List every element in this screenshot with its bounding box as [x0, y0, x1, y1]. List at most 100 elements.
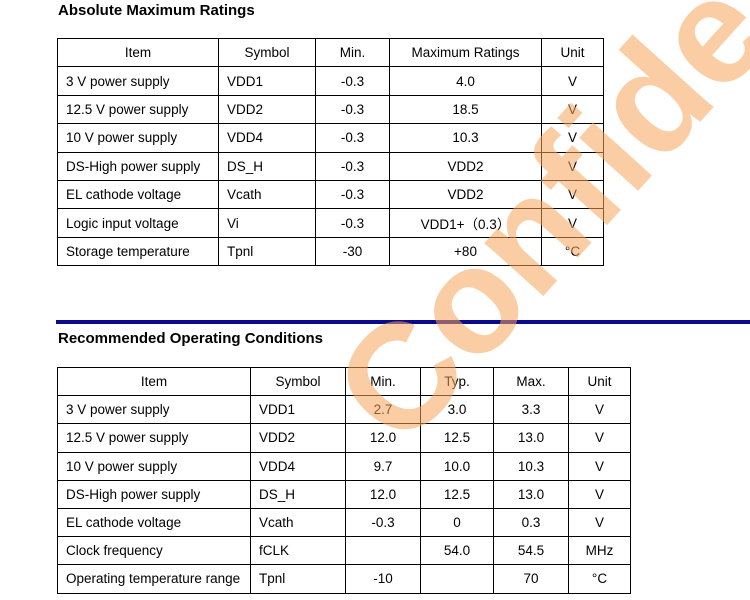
table-row: 10 V power supply VDD4 9.7 10.0 10.3 V [57, 451, 631, 481]
table-cell: VDD4 [218, 123, 316, 153]
table-cell: V [568, 507, 631, 538]
table-cell: -0.3 [345, 507, 421, 538]
table-row: 12.5 V power supply VDD2 -0.3 18.5 V [57, 94, 604, 125]
header-unit: Unit [568, 366, 631, 397]
table-cell: °C [541, 236, 604, 267]
table-cell: Tpnl [250, 564, 346, 594]
table-cell: MHz [568, 536, 631, 566]
table-cell: -0.3 [315, 94, 390, 125]
header-typ: Typ. [420, 366, 494, 397]
table-cell: Vcath [250, 507, 346, 538]
table-cell: 13.0 [493, 423, 569, 453]
table-cell: DS_H [218, 151, 316, 181]
table-cell: 13.0 [493, 479, 569, 509]
table-cell: Vi [218, 208, 316, 238]
table-row: 3 V power supply VDD1 -0.3 4.0 V [57, 66, 604, 96]
table-cell: V [541, 151, 604, 181]
table-cell: DS_H [250, 479, 346, 509]
table-cell: °C [568, 564, 631, 594]
table-cell: VDD4 [250, 451, 346, 481]
table-row: Clock frequency fCLK 54.0 54.5 MHz [57, 536, 631, 566]
table-cell: DS-High power supply [57, 151, 219, 181]
table-cell: 10 V power supply [57, 123, 219, 153]
table-cell: V [541, 179, 604, 210]
section-divider [56, 320, 750, 324]
table-cell: 12.5 [420, 423, 494, 453]
table-cell: V [568, 423, 631, 453]
table-cell: V [541, 208, 604, 238]
recommended-operating-conditions-title: Recommended Operating Conditions [58, 330, 324, 347]
table-cell: 4.0 [389, 66, 542, 96]
table-row: EL cathode voltage Vcath -0.3 0 0.3 V [57, 507, 631, 538]
table-cell: -0.3 [315, 208, 390, 238]
table-cell: -0.3 [315, 151, 390, 181]
table-cell [345, 536, 421, 566]
table-cell: 10 V power supply [57, 451, 251, 481]
table-cell: 12.0 [345, 479, 421, 509]
table-row: EL cathode voltage Vcath -0.3 VDD2 V [57, 179, 604, 210]
table-cell: VDD1 [218, 66, 316, 96]
table-cell: 3 V power supply [57, 66, 219, 96]
table-row: Storage temperature Tpnl -30 +80 °C [57, 236, 604, 267]
table-cell: 0 [420, 507, 494, 538]
table-cell: 12.0 [345, 423, 421, 453]
table-cell: Storage temperature [57, 236, 219, 267]
table-cell: Vcath [218, 179, 316, 210]
table-cell: 70 [493, 564, 569, 594]
table-cell: VDD2 [389, 179, 542, 210]
table-cell: Logic input voltage [57, 208, 219, 238]
table-cell: Operating temperature range [57, 564, 251, 594]
absolute-maximum-ratings-table: Item Symbol Min. Maximum Ratings Unit 3 … [57, 37, 604, 267]
recommended-operating-conditions-table: Item Symbol Min. Typ. Max. Unit 3 V powe… [57, 366, 631, 594]
table-row: DS-High power supply DS_H -0.3 VDD2 V [57, 151, 604, 181]
table-cell: 12.5 V power supply [57, 94, 219, 125]
header-min: Min. [315, 37, 390, 68]
header-unit: Unit [541, 37, 604, 68]
table-cell: 3.3 [493, 395, 569, 425]
table-cell: +80 [389, 236, 542, 267]
table-cell: -10 [345, 564, 421, 594]
table-cell: V [541, 66, 604, 96]
header-symbol: Symbol [218, 37, 316, 68]
header-item: Item [57, 37, 219, 68]
absolute-maximum-ratings-title: Absolute Maximum Ratings [58, 2, 255, 19]
table-row: 10 V power supply VDD4 -0.3 10.3 V [57, 123, 604, 153]
table-header-row: Item Symbol Min. Typ. Max. Unit [57, 366, 631, 397]
table-cell: EL cathode voltage [57, 507, 251, 538]
table-cell: 3 V power supply [57, 395, 251, 425]
table-row: 3 V power supply VDD1 2.7 3.0 3.3 V [57, 395, 631, 425]
table-row: DS-High power supply DS_H 12.0 12.5 13.0 V [57, 479, 631, 509]
header-item: Item [57, 366, 251, 397]
table-cell: V [568, 395, 631, 425]
table-cell: 10.3 [389, 123, 542, 153]
table-cell: 18.5 [389, 94, 542, 125]
table-cell: VDD2 [250, 423, 346, 453]
table-cell: 12.5 V power supply [57, 423, 251, 453]
table-row: Logic input voltage Vi -0.3 VDD1+（0.3） V [57, 208, 604, 238]
table-row: 12.5 V power supply VDD2 12.0 12.5 13.0 V [57, 423, 631, 453]
table-cell: VDD2 [389, 151, 542, 181]
table-cell: fCLK [250, 536, 346, 566]
table-cell: Clock frequency [57, 536, 251, 566]
table-cell: -0.3 [315, 179, 390, 210]
header-min: Min. [345, 366, 421, 397]
header-symbol: Symbol [250, 366, 346, 397]
table-cell: 9.7 [345, 451, 421, 481]
table-row: Operating temperature range Tpnl -10 70 °C [57, 564, 631, 594]
table-cell: DS-High power supply [57, 479, 251, 509]
table-cell: 54.0 [420, 536, 494, 566]
table-cell: -0.3 [315, 123, 390, 153]
table-cell: V [541, 94, 604, 125]
table-cell: Tpnl [218, 236, 316, 267]
table-cell: 10.0 [420, 451, 494, 481]
table-cell: 10.3 [493, 451, 569, 481]
table-cell: V [568, 451, 631, 481]
table-cell: 0.3 [493, 507, 569, 538]
table-cell: 12.5 [420, 479, 494, 509]
table-cell: VDD2 [218, 94, 316, 125]
table-cell: EL cathode voltage [57, 179, 219, 210]
table-cell: V [541, 123, 604, 153]
table-cell: 2.7 [345, 395, 421, 425]
table-cell: VDD1+（0.3） [389, 208, 542, 238]
header-maximum-ratings: Maximum Ratings [389, 37, 542, 68]
